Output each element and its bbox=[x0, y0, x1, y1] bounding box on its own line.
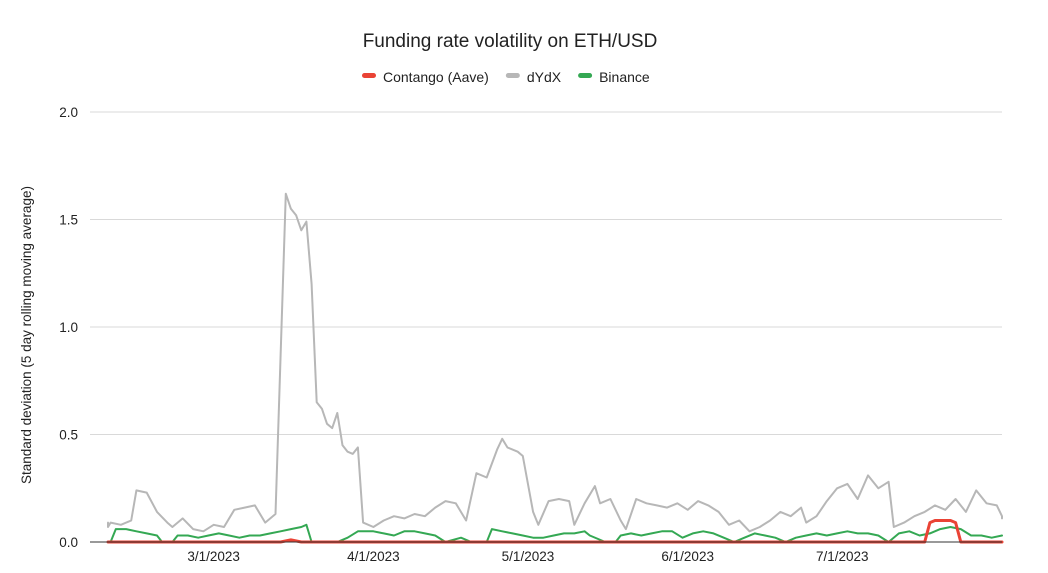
x-tick-label: 4/1/2023 bbox=[347, 549, 400, 564]
legend-label: Contango (Aave) bbox=[383, 69, 489, 85]
series-line-contango-aave bbox=[106, 519, 1004, 544]
legend-item-dydx: dYdX bbox=[505, 69, 562, 85]
y-tick-label: 0.0 bbox=[59, 535, 78, 550]
y-tick-label: 1.0 bbox=[59, 320, 78, 335]
legend-item-contango-aave: Contango (Aave) bbox=[362, 69, 489, 85]
y-axis-label: Standard deviation (5 day rolling moving… bbox=[19, 186, 34, 484]
legend-label: Binance bbox=[599, 69, 650, 85]
x-tick-label: 3/1/2023 bbox=[187, 549, 240, 564]
legend-item-binance: Binance bbox=[578, 69, 650, 85]
x-tick-label: 7/1/2023 bbox=[816, 549, 869, 564]
x-tick-label: 5/1/2023 bbox=[502, 549, 555, 564]
y-tick-label: 0.5 bbox=[59, 428, 78, 443]
legend-swatch bbox=[362, 73, 376, 78]
chart-gridlines bbox=[90, 111, 1002, 435]
legend-swatch bbox=[505, 73, 520, 78]
legend-label: dYdX bbox=[527, 69, 562, 85]
series-line-dydx bbox=[107, 192, 1003, 533]
chart-title: Funding rate volatility on ETH/USD bbox=[363, 31, 658, 52]
y-tick-label: 2.0 bbox=[59, 105, 78, 120]
chart-legend: Contango (Aave) dYdX Binance bbox=[362, 69, 650, 85]
x-axis-ticks: 3/1/2023 4/1/2023 5/1/2023 6/1/2023 7/1/2023 bbox=[187, 549, 868, 564]
chart-series bbox=[106, 192, 1004, 544]
y-tick-label: 1.5 bbox=[59, 213, 78, 228]
x-tick-label: 6/1/2023 bbox=[661, 549, 714, 564]
y-axis-ticks: 0.0 0.5 1.0 1.5 2.0 bbox=[59, 105, 78, 550]
legend-swatch bbox=[578, 73, 593, 78]
series-line-binance bbox=[107, 523, 1003, 543]
